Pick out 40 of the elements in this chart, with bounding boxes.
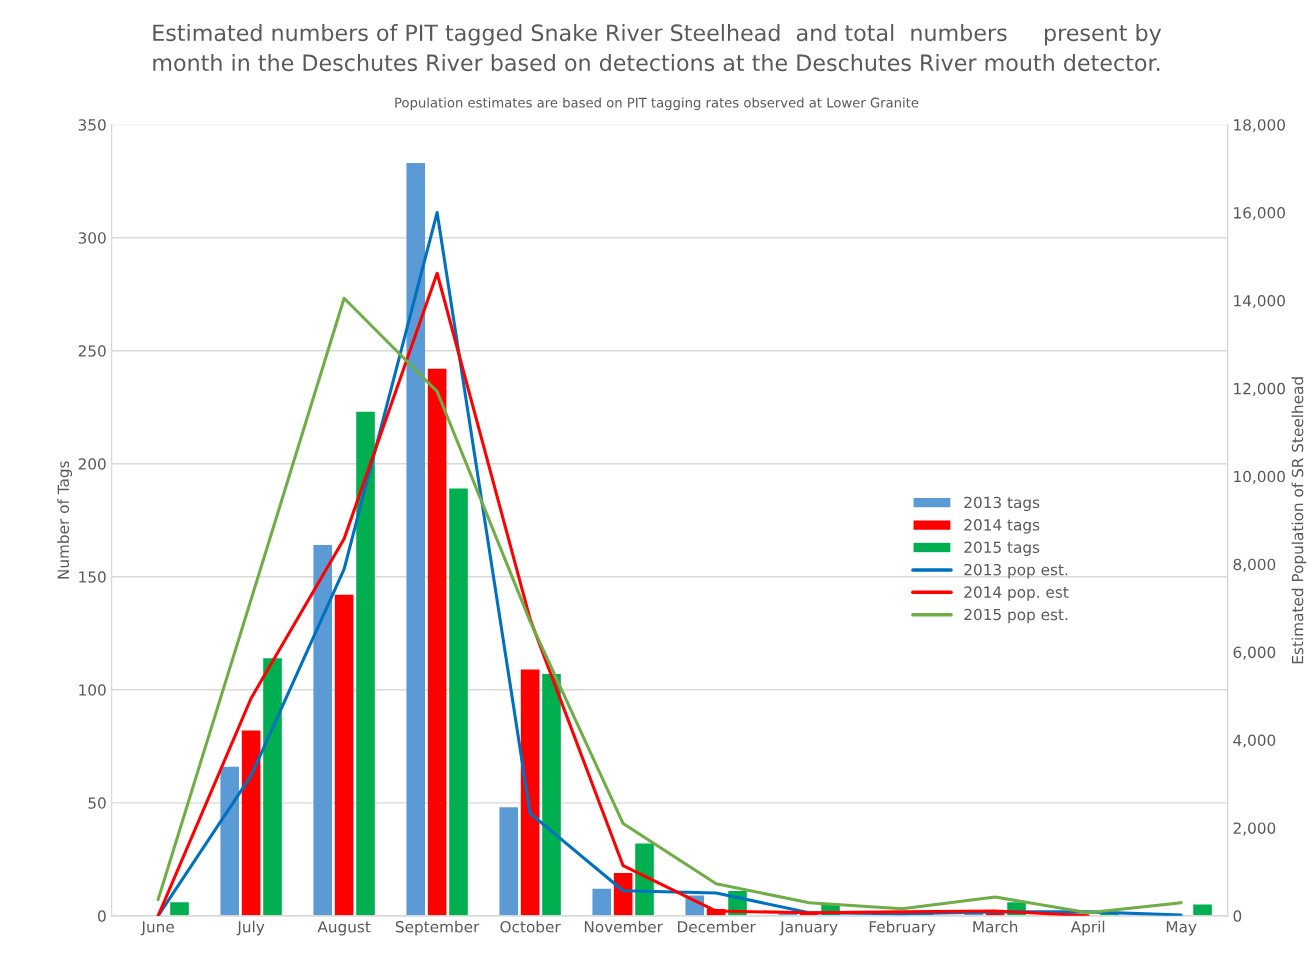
x-tick-label: December xyxy=(678,920,756,933)
x-tick-label: September xyxy=(395,920,480,936)
y-tick-label: 200 xyxy=(78,458,106,470)
legend-label: 2015 pop est. xyxy=(964,608,1068,624)
y2-tick-label: 2,000 xyxy=(1233,822,1276,836)
y2-axis-title: Estimated Population of SR Steelhead xyxy=(1291,377,1307,664)
y2-tick-label: 4,000 xyxy=(1233,734,1276,748)
chart-subtitle: Population estimates are based on PIT tagging rates observed at Lower Granite xyxy=(395,97,919,111)
y2-tick-label: 16,000 xyxy=(1234,207,1285,221)
y2-tick-label: 6,000 xyxy=(1233,646,1276,660)
y2-tick-label: 0 xyxy=(1233,910,1242,922)
chart-title: Estimated numbers of PIT tagged Snake River Steelhead and total numbers present by month in the Deschutes River based on detections at the Deschutes River mouth detector. xyxy=(153,23,1162,72)
x-tick-label: July xyxy=(236,920,265,936)
legend-label: 2014 pop. est xyxy=(964,586,1069,601)
y-tick-label: 250 xyxy=(78,345,106,357)
x-tick-label: October xyxy=(500,920,561,933)
x-tick-label: May xyxy=(1166,921,1197,936)
y2-tick-label: 14,000 xyxy=(1234,294,1285,309)
x-tick-label: January xyxy=(779,921,838,936)
legend-label: 2013 tags xyxy=(964,496,1040,512)
legend-label: 2014 tags xyxy=(964,519,1040,534)
y2-tick-label: 10,000 xyxy=(1234,470,1285,484)
x-tick-label: November xyxy=(584,920,663,933)
x-tick-label: March xyxy=(973,920,1018,933)
x-tick-label: February xyxy=(869,920,936,936)
x-tick-label: April xyxy=(1070,920,1105,936)
y-tick-label: 50 xyxy=(88,797,106,809)
x-tick-label: August xyxy=(317,921,371,936)
x-tick-label: June xyxy=(140,921,174,936)
y-tick-label: 100 xyxy=(79,684,106,696)
y-tick-label: 300 xyxy=(78,232,106,244)
y2-tick-label: 8,000 xyxy=(1233,558,1276,572)
y-tick-label: 150 xyxy=(79,571,106,583)
y-tick-label: 0 xyxy=(98,910,106,922)
y-axis-title: Number of Tags xyxy=(57,461,73,579)
legend-label: 2013 pop est. xyxy=(964,563,1068,579)
y2-tick-label: 12,000 xyxy=(1234,382,1285,396)
y2-tick-label: 18,000 xyxy=(1234,119,1285,133)
y-tick-label: 350 xyxy=(78,119,106,131)
legend-label: 2015 tags xyxy=(964,541,1040,556)
